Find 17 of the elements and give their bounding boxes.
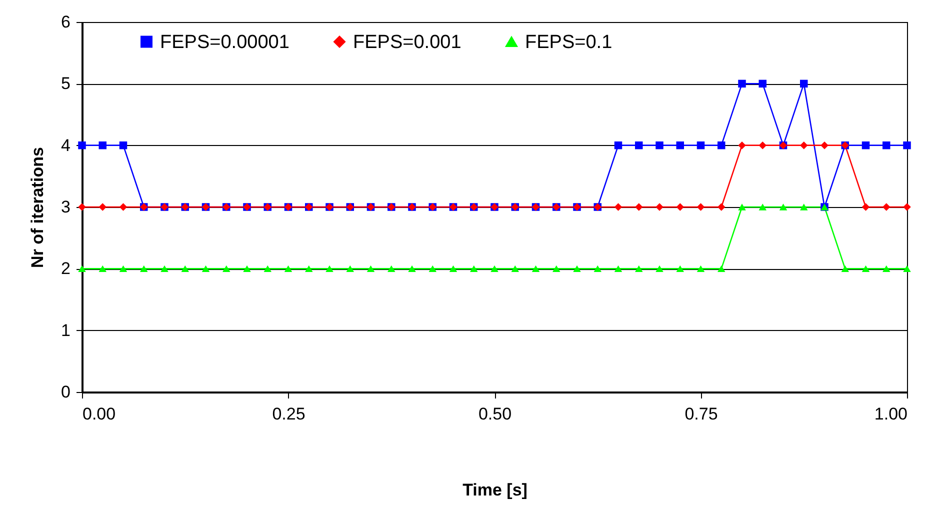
x-tick-label: 0.00 <box>82 404 116 424</box>
y-tick-label: 6 <box>61 12 70 32</box>
y-tick-label: 0 <box>61 382 70 402</box>
legend-label: FEPS=0.001 <box>353 32 462 53</box>
y-axis-title: Nr of iterations <box>28 147 48 268</box>
legend-label: FEPS=0.1 <box>525 32 612 53</box>
y-tick-label: 2 <box>61 259 70 278</box>
y-tick-label: 3 <box>61 198 70 216</box>
y-tick-label: 1 <box>61 320 70 340</box>
y-tick-label: 5 <box>61 74 70 94</box>
x-axis-title: Time [s] <box>462 480 528 500</box>
x-tick-label: 0.75 <box>684 404 718 424</box>
x-tick-label: 1.00 <box>874 404 908 424</box>
x-tick-label: 0.50 <box>478 404 512 424</box>
x-tick-label: 0.25 <box>272 404 306 424</box>
legend-label: FEPS=0.00001 <box>160 32 290 53</box>
y-tick-label: 4 <box>61 136 70 155</box>
